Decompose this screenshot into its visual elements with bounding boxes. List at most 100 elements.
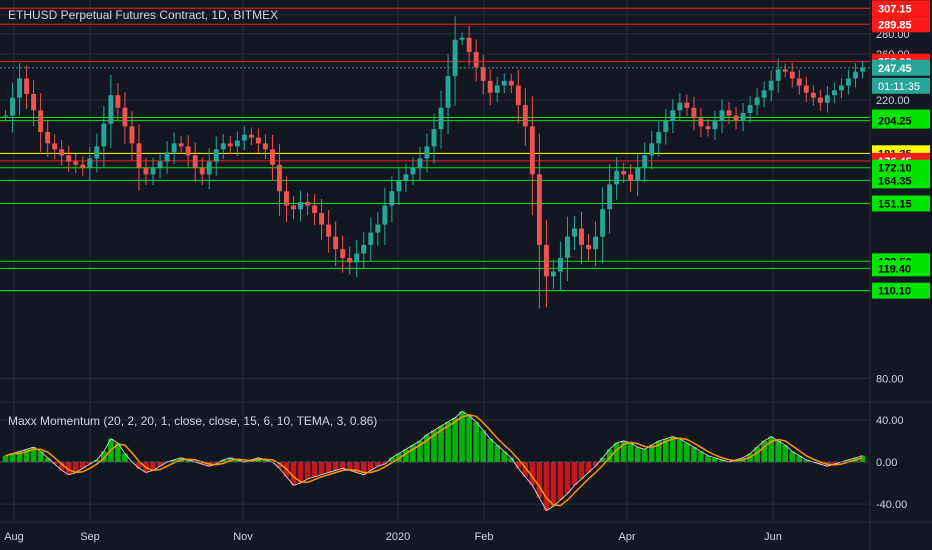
- candle-body: [255, 137, 261, 144]
- candle-body: [227, 143, 233, 147]
- candle-body: [101, 123, 107, 147]
- level-label: 164.35: [878, 175, 912, 187]
- level-label: 204.25: [878, 116, 912, 128]
- candle-body: [326, 224, 332, 237]
- candle-body: [248, 134, 254, 138]
- candle-body: [375, 224, 381, 233]
- x-tick-label: Feb: [475, 531, 494, 543]
- current-price-badge: [872, 59, 930, 76]
- candle-body: [206, 161, 212, 175]
- candle-body: [740, 112, 746, 121]
- candle-body: [831, 90, 837, 96]
- candle-body: [368, 232, 374, 245]
- candle-body: [305, 201, 311, 206]
- candle-body: [853, 71, 858, 79]
- candle-body: [761, 90, 767, 98]
- candle-body: [45, 131, 51, 144]
- candle-body: [635, 167, 641, 181]
- candle-body: [410, 167, 416, 175]
- level-label: 289.85: [878, 19, 912, 31]
- candle-body: [600, 209, 606, 237]
- level-badge: [872, 172, 930, 189]
- x-tick-label: Nov: [233, 531, 253, 543]
- candle-body: [663, 120, 669, 132]
- signal-line: [5, 414, 863, 507]
- candle-body: [565, 236, 570, 258]
- candle-body: [122, 107, 128, 127]
- candle-body: [164, 152, 170, 162]
- candle-body: [319, 212, 325, 225]
- candle-body: [796, 78, 802, 86]
- indicator-pane: [0, 410, 870, 512]
- candle-body: [628, 174, 634, 181]
- y-tick-label: 220.00: [876, 95, 910, 107]
- candle-body: [129, 126, 135, 144]
- indicator-label: Maxx Momentum (20, 2, 20, 1, close, clos…: [8, 414, 378, 428]
- candle-body: [382, 205, 388, 225]
- candle-body: [747, 105, 753, 113]
- price-axis: 300.00280.00260.00220.0080.00307.15289.8…: [872, 0, 930, 511]
- candle-body: [178, 143, 184, 147]
- candle-body: [192, 155, 198, 168]
- candle-body: [642, 155, 648, 168]
- candle-body: [220, 143, 226, 150]
- candle-body: [536, 174, 542, 245]
- candle-body: [705, 126, 711, 130]
- candle-body: [459, 37, 465, 40]
- candle-body: [80, 164, 86, 168]
- candle-body: [656, 131, 662, 144]
- candle-body: [347, 257, 353, 263]
- candle-body: [143, 167, 149, 175]
- candle-body: [501, 80, 507, 86]
- candle-body: [150, 167, 156, 175]
- candle-body: [171, 143, 177, 153]
- candle-body: [480, 67, 486, 81]
- candle-body: [157, 161, 163, 168]
- candle-body: [445, 76, 451, 108]
- candle-body: [860, 67, 865, 72]
- candle-body: [733, 115, 739, 121]
- candle-body: [87, 158, 93, 168]
- candle-body: [340, 249, 346, 258]
- countdown-label: 01:11:35: [878, 81, 920, 93]
- candle-body: [66, 155, 72, 162]
- level-label: 151.15: [878, 198, 912, 210]
- indicator-tick-label: 40.00: [876, 415, 904, 427]
- candle-body: [579, 228, 584, 245]
- candle-body: [417, 158, 423, 168]
- candle-body: [361, 244, 367, 254]
- candle-body: [396, 180, 402, 192]
- momentum-line: [5, 410, 863, 512]
- candle-body: [312, 205, 318, 213]
- candle-body: [354, 253, 360, 263]
- candle-body: [3, 115, 8, 117]
- candle-body: [691, 107, 697, 119]
- candle-body: [24, 78, 30, 94]
- candle-body: [389, 191, 395, 206]
- candle-body: [108, 95, 114, 124]
- candle-body: [557, 257, 563, 272]
- candle-body: [17, 78, 23, 98]
- candle-body: [494, 85, 500, 93]
- candle-body: [59, 149, 65, 156]
- candle-body: [838, 85, 844, 91]
- level-badge: [872, 112, 930, 129]
- x-tick-label: Sep: [80, 531, 100, 543]
- candle-body: [543, 244, 549, 277]
- candle-body: [298, 201, 303, 210]
- candle-body: [333, 236, 339, 250]
- candle-body: [52, 143, 58, 150]
- level-label: 307.15: [878, 3, 912, 15]
- candle-body: [586, 244, 591, 250]
- candle-body: [719, 110, 725, 121]
- horizontal-levels: [0, 7, 870, 292]
- candle-body: [522, 105, 528, 127]
- candle-body: [817, 97, 823, 103]
- chart-title: ETHUSD Perpetual Futures Contract, 1D, B…: [8, 8, 279, 22]
- level-badge: [872, 16, 930, 33]
- candle-body: [754, 97, 760, 106]
- candle-body: [115, 95, 121, 108]
- candle-body: [241, 134, 247, 141]
- candle-body: [452, 39, 458, 77]
